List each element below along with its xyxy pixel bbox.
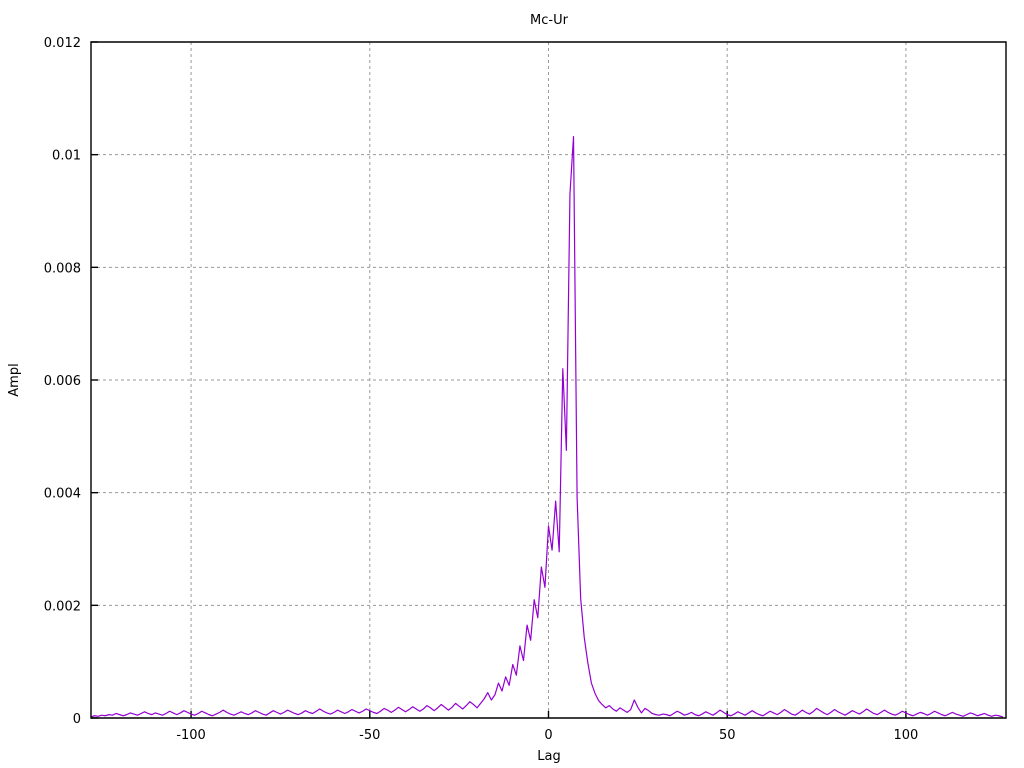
x-tick-label: 0 [544, 728, 552, 743]
y-tick-label: 0.002 [44, 599, 81, 614]
grid-lines [91, 42, 1006, 718]
y-tick-label: 0.006 [44, 374, 81, 389]
series-line [90, 136, 1004, 718]
y-tick-label: 0.008 [44, 261, 81, 276]
chart-title: Mc-Ur [530, 13, 569, 28]
x-axis-ticks: -100 -50 0 50 100 [176, 711, 918, 743]
y-tick-label: 0.004 [44, 487, 81, 502]
y-tick-label: 0.012 [44, 36, 81, 51]
x-tick-label: 50 [719, 728, 736, 743]
plot-border [90, 41, 1007, 719]
y-axis-ticks: 0 0.002 0.004 0.006 0.008 0.01 0.012 [44, 36, 98, 727]
y-axis-label: Ampl [7, 363, 22, 396]
y-tick-label: 0.01 [52, 149, 81, 164]
x-tick-label: -100 [176, 728, 206, 743]
x-tick-label: -50 [359, 728, 380, 743]
data-series-group [90, 136, 1004, 718]
y-tick-label: 0 [73, 712, 81, 727]
x-tick-label: 100 [894, 728, 919, 743]
x-axis-label: Lag [537, 749, 560, 764]
